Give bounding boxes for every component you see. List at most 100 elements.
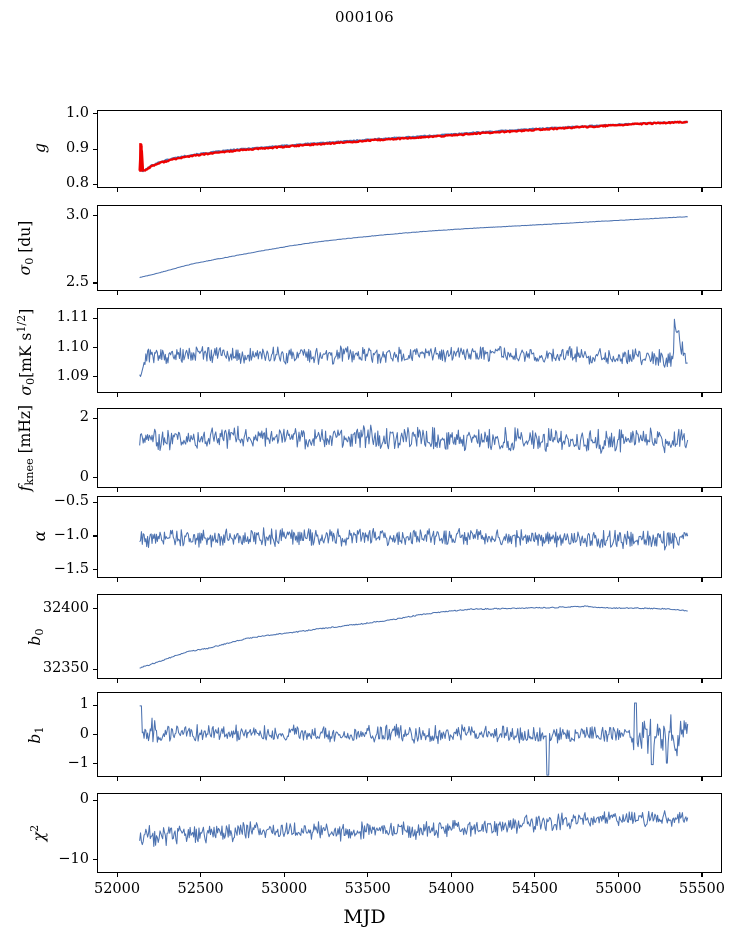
figure-title: 000106 — [334, 8, 395, 26]
x-tick-mark — [450, 873, 452, 877]
x-tick-mark — [367, 488, 369, 492]
y-tick-mark — [93, 501, 97, 503]
y-tick-label-sigma0-du: 3.0 — [65, 206, 89, 223]
x-tick-mark — [283, 873, 285, 877]
x-tick-label: 52500 — [177, 881, 224, 897]
panel-chi-squared — [97, 793, 722, 873]
x-tick-mark — [701, 679, 703, 683]
x-tick-mark — [367, 188, 369, 192]
x-tick-mark — [283, 393, 285, 397]
y-tick-mark — [93, 535, 97, 537]
panel-sigma0-du — [97, 205, 722, 291]
x-tick-mark — [701, 291, 703, 295]
x-tick-mark — [283, 291, 285, 295]
x-tick-mark — [617, 393, 619, 397]
x-tick-label: 55500 — [678, 881, 725, 897]
x-tick-mark — [617, 679, 619, 683]
x-tick-mark — [701, 488, 703, 492]
x-tick-mark — [617, 873, 619, 877]
x-tick-mark — [200, 578, 202, 582]
x-tick-mark — [701, 578, 703, 582]
x-tick-label: 54500 — [511, 881, 558, 897]
x-tick-mark — [534, 679, 536, 683]
x-tick-mark — [116, 488, 118, 492]
y-tick-mark — [93, 704, 97, 706]
y-tick-mark — [93, 569, 97, 571]
x-tick-mark — [617, 488, 619, 492]
x-tick-mark — [116, 578, 118, 582]
series-sigma0-du — [139, 216, 688, 279]
x-tick-mark — [116, 873, 118, 877]
y-tick-mark — [93, 347, 97, 349]
series-b1 — [139, 702, 689, 776]
panel-f-knee — [97, 408, 722, 488]
y-tick-label-sigma0-mK: 1.09 — [56, 367, 89, 384]
y-tick-label-chi-squared: −10 — [58, 850, 89, 867]
y-tick-label-f-knee: 2 — [79, 409, 89, 426]
plot-area-sigma0-du — [139, 216, 688, 279]
x-tick-mark — [450, 679, 452, 683]
plot-area-b1 — [139, 702, 689, 776]
y-tick-label-alpha: −0.5 — [53, 493, 89, 510]
series-alpha — [139, 527, 689, 551]
panel-b0 — [97, 594, 722, 679]
y-tick-label-sigma0-mK: 1.10 — [56, 338, 89, 355]
y-tick-label-gain: 0.8 — [65, 175, 89, 192]
x-tick-mark — [367, 679, 369, 683]
y-tick-label-chi-squared: 0 — [79, 791, 89, 808]
plot-area-alpha — [139, 527, 689, 551]
x-tick-mark — [534, 578, 536, 582]
y-tick-mark — [93, 799, 97, 801]
x-tick-mark — [450, 291, 452, 295]
series-b0 — [139, 605, 688, 669]
x-tick-mark — [534, 188, 536, 192]
x-tick-mark — [367, 777, 369, 781]
y-tick-mark — [93, 317, 97, 319]
y-tick-mark — [93, 376, 97, 378]
y-tick-mark — [93, 477, 97, 479]
y-tick-mark — [93, 608, 97, 610]
panel-alpha — [97, 496, 722, 578]
series-f-knee — [139, 424, 689, 454]
y-tick-label-b1: 1 — [79, 696, 89, 713]
x-tick-mark — [701, 393, 703, 397]
x-tick-label: 55000 — [595, 881, 642, 897]
x-tick-mark — [116, 777, 118, 781]
plot-area-chi-squared — [139, 810, 689, 847]
y-tick-mark — [93, 183, 97, 186]
x-tick-mark — [450, 777, 452, 781]
y-tick-mark — [93, 113, 97, 115]
series-gain-blue — [139, 120, 689, 173]
y-tick-mark — [93, 148, 97, 150]
x-tick-mark — [534, 291, 536, 295]
x-tick-mark — [367, 393, 369, 397]
x-tick-mark — [534, 488, 536, 492]
panel-gain — [97, 110, 722, 188]
x-tick-mark — [283, 679, 285, 683]
x-tick-mark — [367, 291, 369, 295]
y-tick-label-b1: 0 — [79, 725, 89, 742]
series-sigma0-mK — [139, 318, 688, 377]
plot-area-f-knee — [139, 424, 689, 454]
x-tick-mark — [200, 393, 202, 397]
x-tick-mark — [367, 578, 369, 582]
x-tick-mark — [617, 188, 619, 192]
x-tick-mark — [283, 578, 285, 582]
x-tick-label: 54000 — [428, 881, 475, 897]
series-gain-red-spikes — [139, 143, 143, 172]
y-tick-mark — [93, 668, 97, 670]
x-tick-mark — [283, 188, 285, 192]
y-tick-mark — [93, 215, 97, 217]
panel-sigma0-mK — [97, 308, 722, 393]
y-tick-mark — [93, 282, 97, 284]
x-tick-mark — [200, 777, 202, 781]
x-tick-mark — [200, 873, 202, 877]
x-tick-label: 52000 — [93, 881, 141, 897]
y-tick-mark — [93, 859, 97, 861]
y-tick-label-f-knee: 0 — [79, 468, 89, 485]
x-tick-mark — [116, 188, 118, 192]
x-tick-mark — [450, 188, 452, 192]
y-tick-label-gain: 0.9 — [65, 140, 89, 156]
series-chi2 — [139, 810, 689, 847]
